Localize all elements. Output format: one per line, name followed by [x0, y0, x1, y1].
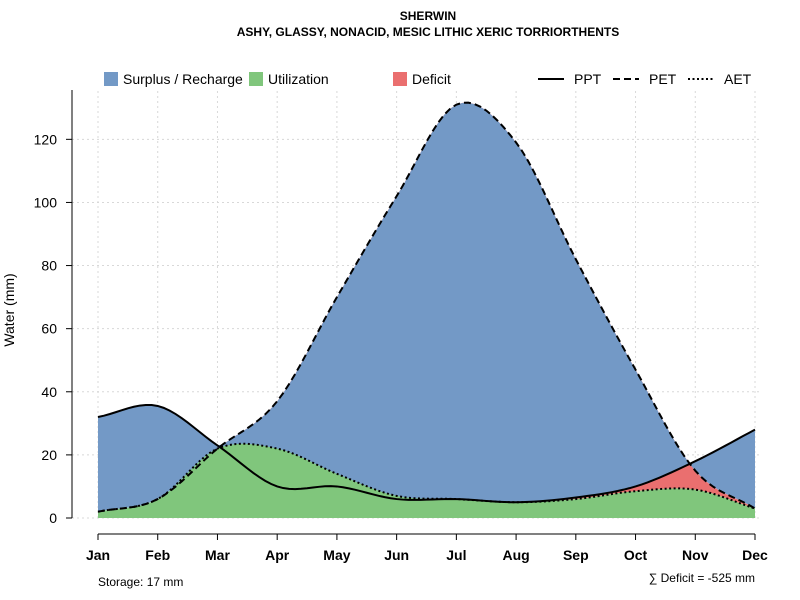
x-tick-label-may: May [323, 547, 350, 563]
x-tick-label-apr: Apr [265, 547, 290, 563]
y-axis-label: Water (mm) [1, 273, 17, 346]
x-tick-label-jun: Jun [384, 547, 409, 563]
x-tick-label-jul: Jul [446, 547, 466, 563]
area-layers [98, 102, 755, 518]
legend-label-aet: AET [724, 71, 752, 87]
x-tick-label-jan: Jan [86, 547, 110, 563]
x-tick-label-dec: Dec [742, 547, 768, 563]
y-tick-label-120: 120 [34, 131, 58, 147]
x-tick-label-feb: Feb [145, 547, 170, 563]
legend-label-utilization: Utilization [268, 71, 329, 87]
x-tick-label-aug: Aug [502, 547, 529, 563]
x-tick-label-nov: Nov [682, 547, 709, 563]
legend-swatch-deficit [393, 72, 407, 86]
legend-label-deficit: Deficit [412, 71, 451, 87]
y-tick-label-0: 0 [49, 510, 57, 526]
series-line-ppt [97, 403, 756, 504]
axes: 0 20 40 60 80 100 120 Jan Feb Mar Apr May Jun Jul Aug S… [34, 90, 768, 563]
x-tick-label-mar: Mar [205, 547, 230, 563]
y-tick-label-20: 20 [41, 447, 57, 463]
legend-swatch-surplus-recharge [104, 72, 118, 86]
storage-annotation: Storage: 17 mm [98, 575, 183, 589]
x-tick-label-sep: Sep [563, 547, 589, 563]
y-tick-label-60: 60 [41, 321, 57, 337]
surplus-area [98, 102, 755, 512]
y-tick-label-100: 100 [34, 194, 58, 210]
utilization-area [98, 443, 755, 518]
x-tick-label-oct: Oct [624, 547, 648, 563]
series-line-pet [97, 101, 756, 513]
series-lines [97, 101, 756, 513]
legend-swatch-utilization [249, 72, 263, 86]
chart-title: SHERWIN [400, 9, 456, 23]
y-tick-label-40: 40 [41, 384, 57, 400]
legend: Surplus / Recharge Utilization Deficit PPT P… [104, 71, 752, 87]
chart-subtitle: ASHY, GLASSY, NONACID, MESIC LITHIC XERI… [237, 25, 619, 39]
legend-label-surplus-recharge: Surplus / Recharge [123, 71, 243, 87]
legend-label-pet: PET [649, 71, 677, 87]
deficit-annotation: ∑ Deficit = -525 mm [649, 571, 755, 585]
y-tick-label-80: 80 [41, 258, 57, 274]
legend-label-ppt: PPT [574, 71, 602, 87]
